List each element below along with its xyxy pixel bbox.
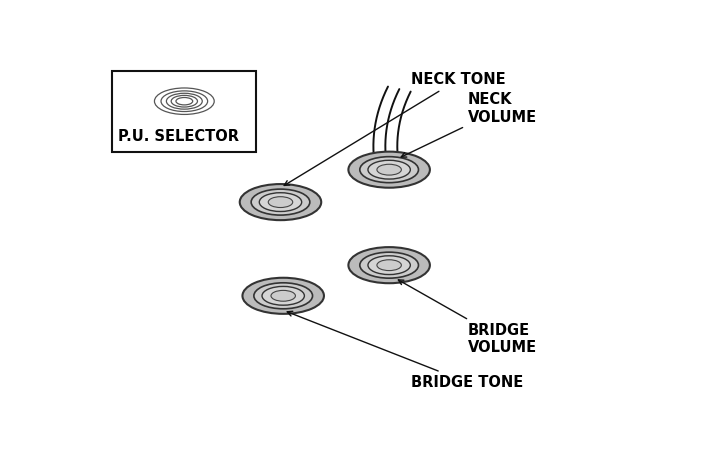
Ellipse shape xyxy=(271,290,295,301)
Ellipse shape xyxy=(360,252,418,278)
Ellipse shape xyxy=(348,247,430,283)
Ellipse shape xyxy=(377,260,402,271)
Ellipse shape xyxy=(262,286,304,305)
Ellipse shape xyxy=(254,283,313,309)
Ellipse shape xyxy=(377,164,402,175)
Text: NECK TONE: NECK TONE xyxy=(284,72,505,185)
Ellipse shape xyxy=(251,189,310,215)
Bar xyxy=(112,71,256,152)
Ellipse shape xyxy=(240,184,321,220)
Text: P.U. SELECTOR: P.U. SELECTOR xyxy=(118,129,240,144)
Ellipse shape xyxy=(348,152,430,188)
Ellipse shape xyxy=(243,278,324,314)
Ellipse shape xyxy=(259,193,301,212)
Ellipse shape xyxy=(368,161,410,179)
Ellipse shape xyxy=(368,256,410,275)
Ellipse shape xyxy=(360,157,418,183)
Text: BRIDGE TONE: BRIDGE TONE xyxy=(287,311,523,390)
Ellipse shape xyxy=(268,197,293,207)
Text: BRIDGE
VOLUME: BRIDGE VOLUME xyxy=(398,280,537,355)
Text: NECK
VOLUME: NECK VOLUME xyxy=(401,92,537,157)
